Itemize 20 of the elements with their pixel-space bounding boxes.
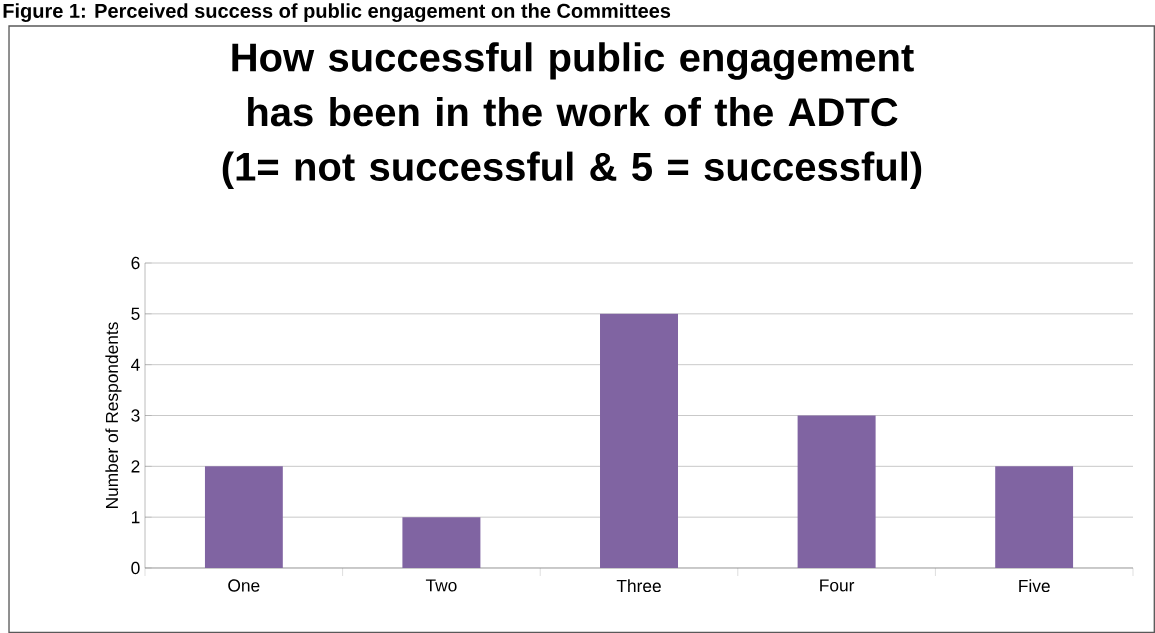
bar <box>797 415 876 568</box>
bar <box>600 313 679 568</box>
chart-title: How successful public engagement has been in the work of the ADTC (1= not successful & 5 = successful) <box>222 42 922 189</box>
x-tick-label: Three <box>616 579 661 593</box>
x-tick-label: One <box>228 579 260 592</box>
x-tick-label: Two <box>425 579 457 592</box>
x-tick-label: Four <box>820 579 855 592</box>
caption: Figure 1: Perceived success of public engagement on the Committees <box>3 3 671 22</box>
x-tick-label: Five <box>1019 579 1050 593</box>
y-tick-label: 1 <box>131 511 140 524</box>
y-tick-label: 6 <box>131 256 140 270</box>
y-tick-label: 4 <box>131 358 140 371</box>
y-tick-label: 5 <box>131 307 140 320</box>
y-axis-title: Number of Respondents <box>105 322 122 509</box>
y-tick-label: 2 <box>131 460 140 473</box>
bar <box>995 466 1074 568</box>
y-tick-label: 3 <box>131 409 140 422</box>
bar <box>204 466 283 568</box>
y-tick-label: 0 <box>131 561 140 575</box>
bar <box>402 517 481 568</box>
